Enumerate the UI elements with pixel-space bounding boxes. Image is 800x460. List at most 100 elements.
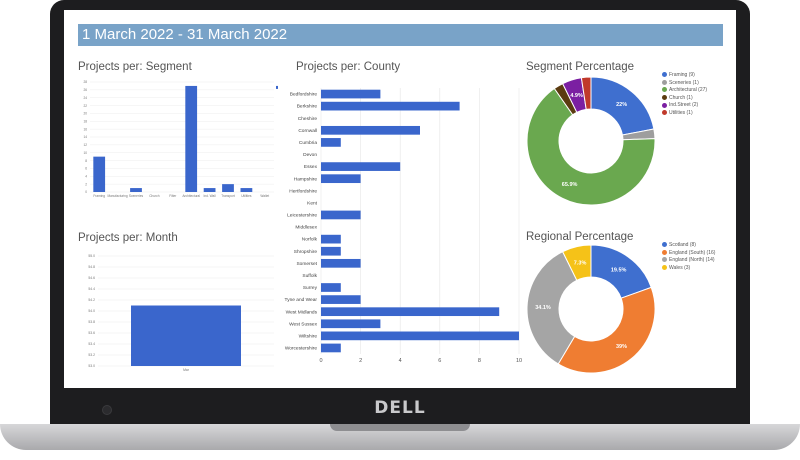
segment-x-tick: Sceneries — [129, 194, 144, 198]
county-x-tick: 0 — [319, 358, 322, 364]
county-y-tick: Berkshire — [297, 104, 318, 110]
county-y-tick: West Midlands — [286, 309, 318, 315]
regional-pct-slice — [557, 286, 656, 374]
segment-y-tick: 2 — [85, 182, 87, 186]
regional-pct-legend-item: England (South) (16) — [662, 250, 715, 256]
county-bar — [321, 101, 460, 111]
month-y-tick: 54.2 — [88, 298, 95, 302]
month-bar — [131, 305, 241, 366]
segment-pct-slice — [580, 76, 592, 110]
segment-pct-title: Segment Percentage — [526, 61, 635, 73]
segment-x-tick: Ind. Wall — [203, 194, 216, 198]
county-y-tick: Worcestershire — [285, 346, 317, 352]
segment-y-tick: 18 — [83, 119, 87, 123]
segment-y-tick: 6 — [85, 167, 87, 171]
regional-pct-slice — [526, 250, 578, 365]
county-y-tick: Suffolk — [302, 273, 317, 279]
regional-pct-slice — [561, 244, 592, 281]
month-bar-chart: 53.0 53.2 53.4 53.6 53.8 54.0 54.2 54.4 54.6 54.8… — [88, 254, 274, 372]
county-x-tick: 2 — [359, 358, 362, 364]
regional-pct-legend-swatch — [662, 249, 667, 255]
regional-pct-legend-label: England (South) (16) — [669, 249, 716, 256]
county-y-tick: Devon — [303, 152, 317, 158]
dashboard-screen: 1 March 2022 - 31 March 2022 Projects pe… — [64, 10, 736, 388]
month-y-tick: 53.2 — [88, 353, 95, 357]
regional-donut-legend: Scotland (8) England (South) (16) England … — [662, 242, 734, 282]
segment-pct-legend-label: Church (1) — [669, 94, 693, 101]
regional-pct-slice-label: 34.1% — [535, 305, 551, 311]
segment-y-tick: 12 — [83, 143, 87, 147]
month-y-tick: 53.8 — [88, 320, 95, 324]
segment-pct-legend-swatch — [662, 72, 667, 78]
brand-logo: DELL — [374, 398, 426, 418]
county-y-tick: Cornwall — [298, 128, 317, 134]
county-bar — [321, 319, 381, 329]
county-y-tick: Essex — [304, 164, 318, 170]
regional-pct-legend-label: England (North) (14) — [669, 257, 715, 264]
county-bar-chart: 0 2 4 6 8 10 Bedfordshire Berkshire Cheshire Corn… — [285, 88, 522, 364]
county-bar — [321, 283, 341, 292]
month-y-tick: 55.0 — [88, 254, 95, 258]
segment-pct-slice — [526, 87, 656, 206]
regional-pct-legend-item: England (North) (14) — [662, 257, 715, 263]
segment-x-tick: Church — [149, 194, 160, 198]
segment-pct-legend-item: Framing (9) — [662, 72, 695, 78]
segment-pct-legend-label: Ind.Street (2) — [669, 102, 699, 109]
segment-pct-legend-label: Framing (9) — [669, 72, 695, 78]
county-bar — [321, 331, 519, 341]
segment-y-tick: 16 — [83, 127, 87, 131]
regional-pct-legend-swatch — [662, 242, 667, 248]
county-bar — [321, 258, 361, 268]
month-y-tick: 54.4 — [88, 287, 95, 291]
month-y-tick: 54.0 — [88, 309, 95, 313]
county-bar — [321, 295, 361, 304]
regional-pct-slice-label: 7.3% — [574, 260, 587, 266]
county-chart-title: Projects per: County — [296, 61, 401, 73]
segment-pct-legend-label: Sceneries (1) — [669, 79, 699, 86]
segment-bar — [185, 85, 198, 192]
segment-legend-swatch — [276, 85, 278, 89]
regional-pct-slice-label: 39% — [616, 344, 627, 350]
regional-pct-slice-label: 19.5% — [611, 268, 627, 274]
month-chart-title: Projects per: Month — [78, 232, 178, 244]
county-x-tick: 6 — [438, 358, 441, 364]
segment-x-tick: Architectural — [182, 194, 200, 198]
segment-chart-title: Projects per: Segment — [78, 61, 192, 73]
segment-y-tick: 10 — [83, 151, 87, 155]
county-y-tick: Shropshire — [294, 249, 318, 255]
month-y-tick: 54.8 — [88, 265, 95, 269]
segment-x-tick: Transport — [221, 194, 235, 198]
segment-x-tick: Filter — [169, 194, 177, 198]
segment-pct-legend-item: Utilities (1) — [662, 110, 693, 116]
county-y-tick: West Sussex — [289, 321, 318, 327]
county-y-tick: Middlesex — [295, 225, 317, 231]
county-x-tick: 4 — [399, 358, 402, 364]
county-bar — [321, 138, 341, 147]
county-y-tick: Surrey — [303, 285, 318, 291]
county-y-tick: Wiltshire — [299, 333, 318, 339]
county-y-tick: Hampshire — [294, 176, 318, 182]
county-bar — [321, 89, 381, 99]
regional-pct-legend-label: Scotland (8) — [669, 242, 696, 248]
county-bar — [321, 210, 361, 220]
segment-y-tick: 14 — [83, 135, 87, 139]
date-range-banner: 1 March 2022 - 31 March 2022 — [78, 24, 723, 46]
regional-donut-chart: 19.5% 39% 34.1% 7.3% — [526, 244, 656, 374]
segment-pct-legend-label: Utilities (1) — [669, 110, 693, 116]
regional-pct-legend-item: Wales (3) — [662, 265, 690, 271]
county-x-tick: 8 — [478, 358, 481, 364]
regional-pct-legend-item: Scotland (8) — [662, 242, 696, 248]
segment-pct-legend-item: Church (1) — [662, 95, 693, 101]
county-y-tick: Bedfordshire — [290, 92, 318, 98]
segment-pct-legend-swatch — [662, 87, 667, 93]
segment-x-tick: Utilities — [241, 194, 252, 198]
regional-pct-legend-swatch — [662, 264, 667, 270]
segment-donut-chart: 22% 65.9% 4.9% — [526, 76, 656, 206]
laptop-hinge-notch — [330, 424, 470, 431]
county-bar — [321, 162, 401, 171]
county-bar — [321, 246, 341, 256]
segment-pct-legend-swatch — [662, 94, 667, 100]
segment-y-tick: 4 — [85, 174, 87, 178]
county-bar — [321, 307, 500, 317]
